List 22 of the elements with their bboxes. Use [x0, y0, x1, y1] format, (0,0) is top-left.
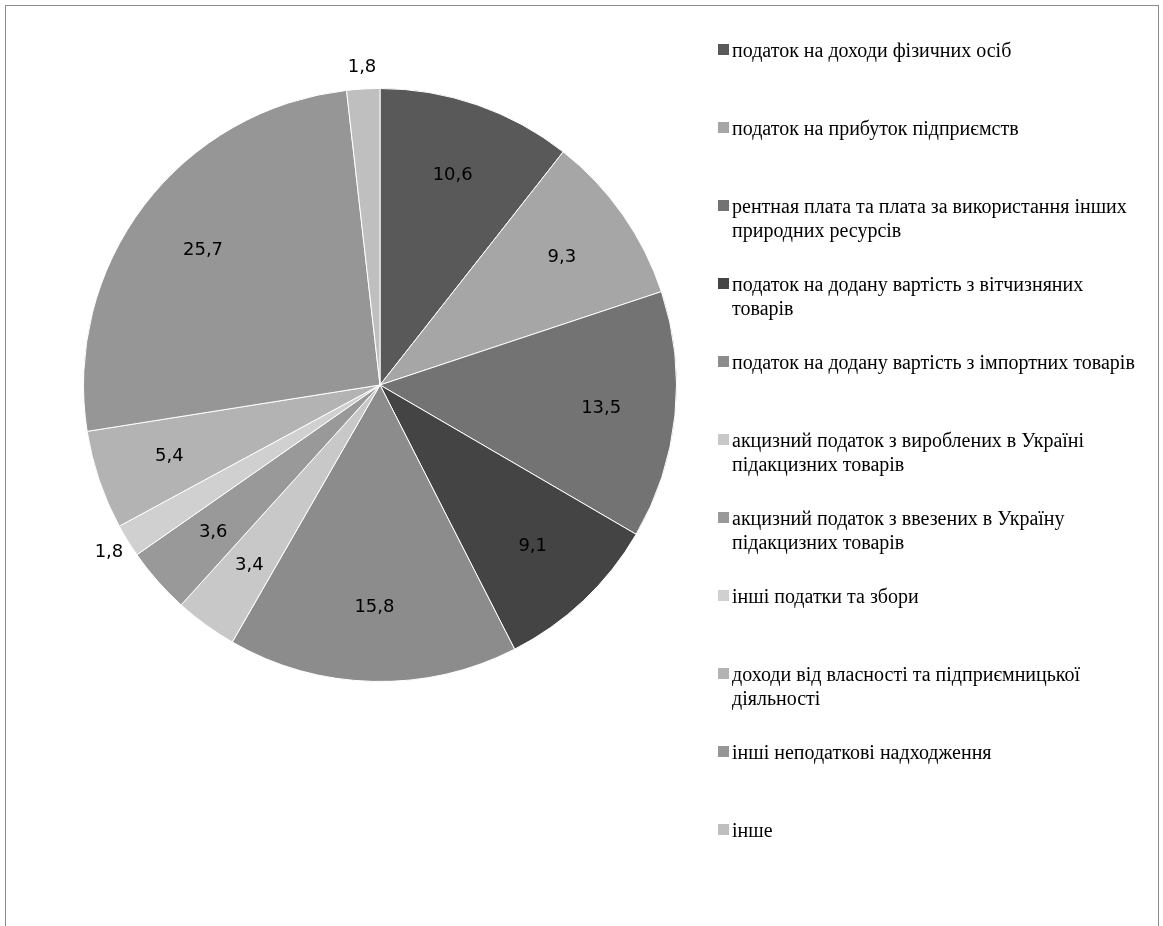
data-label: 15,8	[354, 594, 395, 616]
data-label: 9,1	[518, 534, 548, 556]
legend-label: податок на прибуток підприємств	[732, 116, 1019, 140]
data-label: 5,4	[155, 444, 184, 466]
data-label: 10,6	[432, 162, 473, 184]
legend-label: акцизний податок з вироблених в Україні підакцизних товарів	[732, 428, 1086, 476]
data-label: 3,4	[234, 552, 264, 574]
data-label: 1,8	[94, 539, 124, 561]
legend-label: акцизний податок з ввезених в Україну підакцизних товарів	[732, 506, 1066, 554]
data-label: 25,7	[182, 238, 224, 260]
legend-label: інше	[732, 818, 773, 842]
data-label: 1,8	[347, 54, 377, 76]
legend-label: податок на доходи фізичних осіб	[732, 38, 1012, 62]
data-label: 13,5	[581, 395, 622, 417]
data-label: 9,3	[547, 244, 577, 266]
legend-label: інші неподаткові надходження	[732, 740, 992, 764]
legend-label: податок на додану вартість з імпортних товарів	[732, 350, 1135, 374]
legend-label: рентная плата та плата за використання інших природних ресурсів	[732, 194, 1128, 242]
legend-label: податок на додану вартість з вітчизняних товарів	[732, 272, 1085, 320]
legend-label: інші податки та збори	[732, 584, 919, 608]
data-label: 3,6	[198, 519, 228, 541]
legend-label: доходи від власності та підприємницької діяльності	[732, 662, 1082, 710]
